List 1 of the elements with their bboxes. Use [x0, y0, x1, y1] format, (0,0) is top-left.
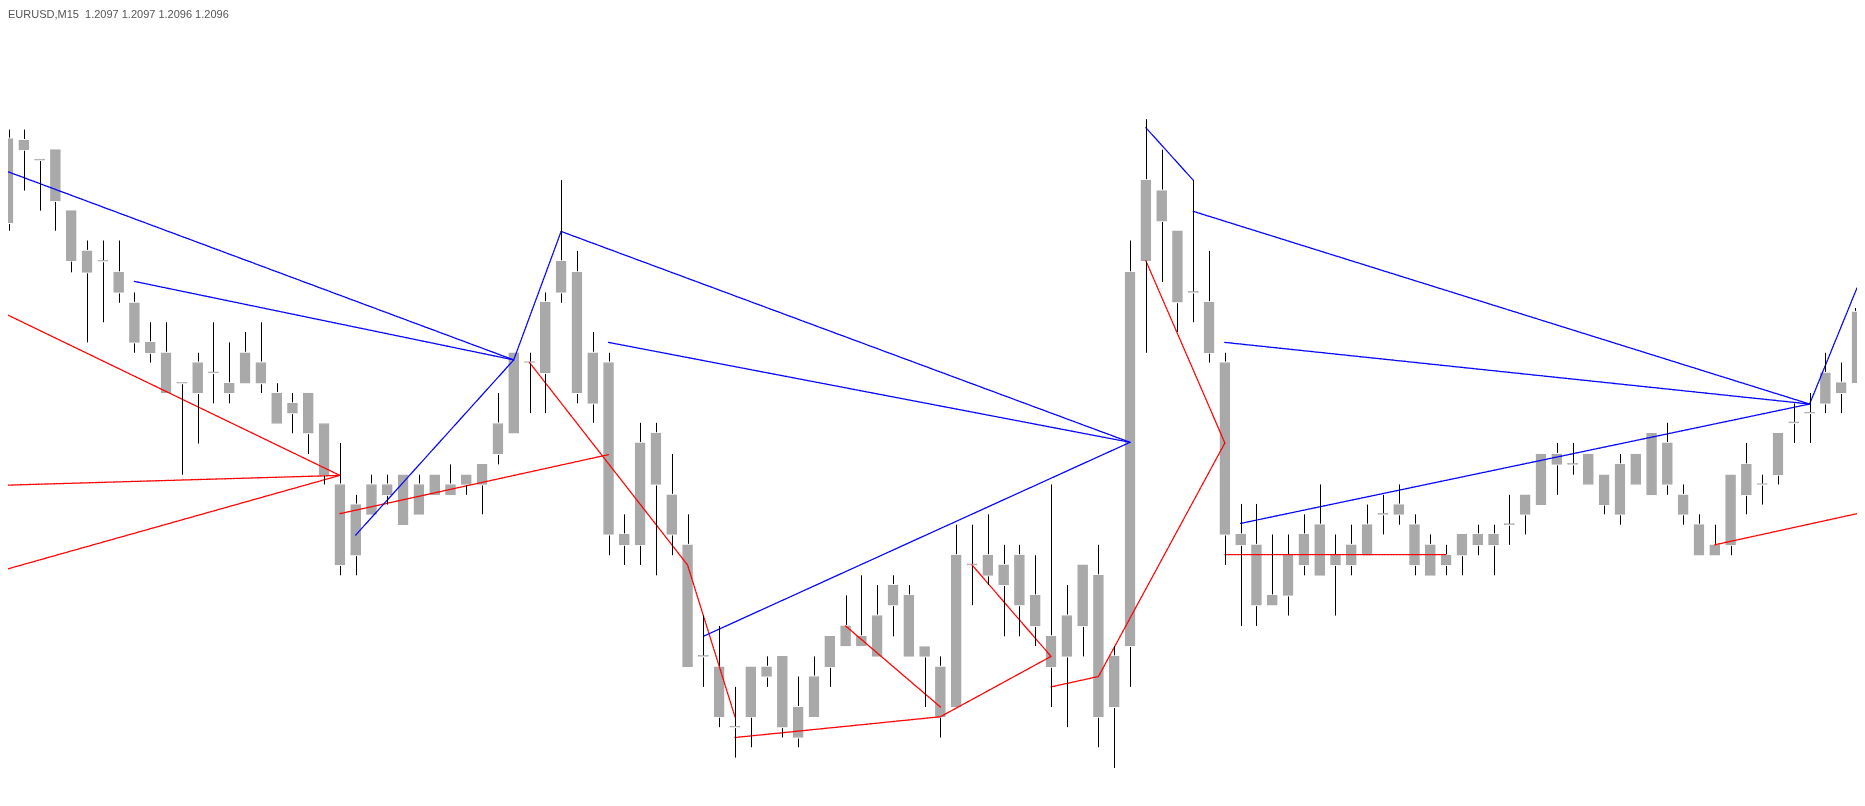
chart-title: EURUSD,M15 1.2097 1.2097 1.2096 1.2096 — [8, 7, 229, 20]
